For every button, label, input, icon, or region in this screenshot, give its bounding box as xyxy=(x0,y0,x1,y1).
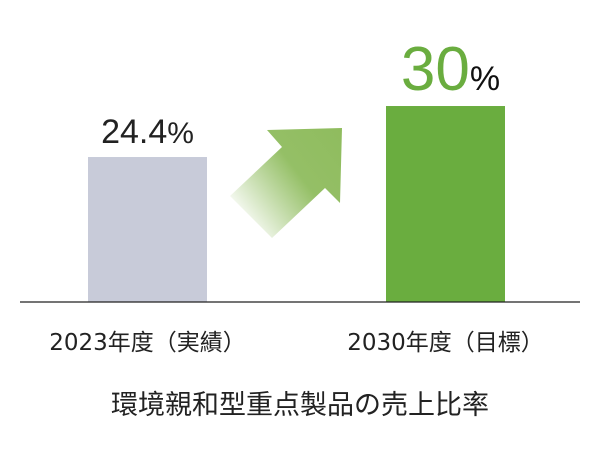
data-label-unit: % xyxy=(167,117,194,150)
category-label-2030: 2030年度（目標） xyxy=(347,330,544,356)
category-label-2023: 2023年度（実績） xyxy=(49,330,246,356)
data-label-number: 24.4 xyxy=(101,113,167,151)
data-label-2030: 30% xyxy=(401,35,500,104)
growth-arrow-icon xyxy=(230,128,342,238)
bar-2030 xyxy=(386,106,505,302)
data-label-unit: % xyxy=(470,60,500,98)
data-label-number: 30 xyxy=(401,35,470,104)
chart-title: 環境親和型重点製品の売上比率 xyxy=(111,390,489,421)
data-label-2023: 24.4% xyxy=(101,113,194,151)
bar-2023 xyxy=(88,157,207,302)
